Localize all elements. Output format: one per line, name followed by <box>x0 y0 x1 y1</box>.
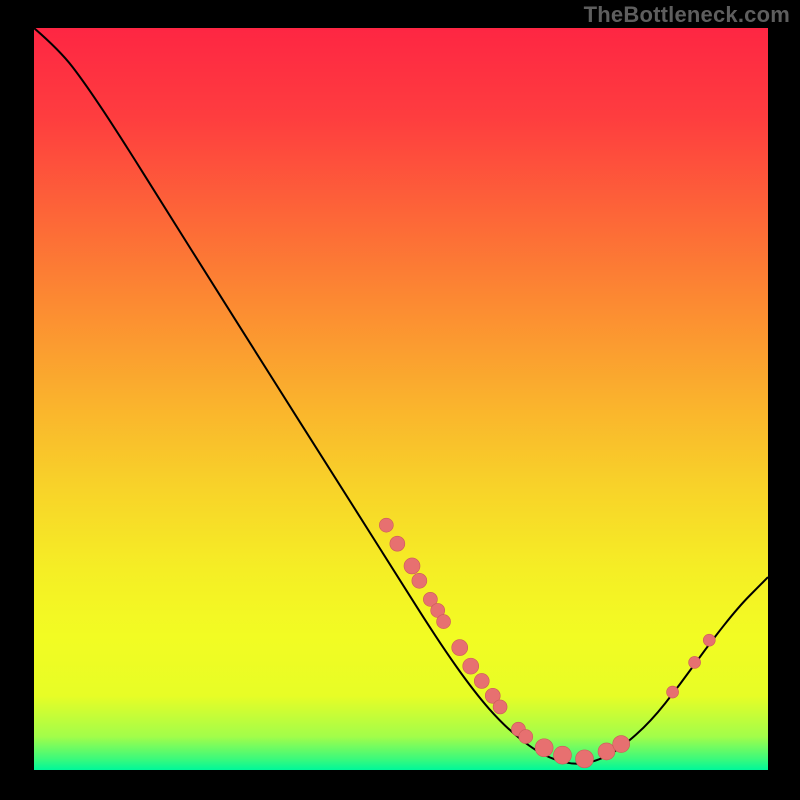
chart-container: TheBottleneck.com <box>0 0 800 800</box>
data-marker <box>412 573 427 588</box>
data-marker <box>437 615 451 629</box>
data-marker <box>379 518 393 532</box>
attribution-text: TheBottleneck.com <box>584 2 790 28</box>
data-marker <box>613 736 630 753</box>
data-marker <box>598 743 615 760</box>
data-marker <box>535 739 553 757</box>
data-marker <box>390 536 405 551</box>
data-marker <box>553 746 571 764</box>
data-marker <box>576 750 594 768</box>
data-marker <box>703 634 715 646</box>
data-marker <box>474 673 489 688</box>
data-marker <box>493 700 507 714</box>
plot-background <box>34 28 768 770</box>
data-marker <box>452 640 468 656</box>
data-marker <box>404 558 420 574</box>
bottleneck-chart <box>34 28 768 770</box>
data-marker <box>667 686 679 698</box>
data-marker <box>463 658 479 674</box>
data-marker <box>689 656 701 668</box>
data-marker <box>519 730 533 744</box>
